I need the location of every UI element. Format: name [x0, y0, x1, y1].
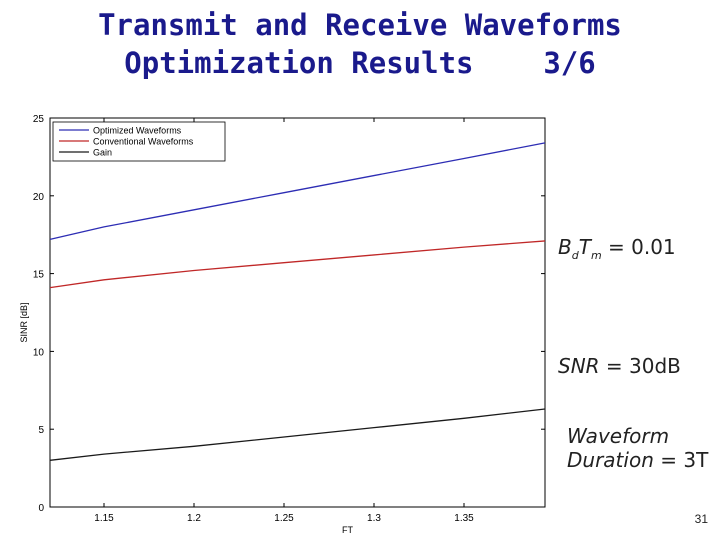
slide-title-line-2: Optimization Results 3/6 — [124, 46, 596, 80]
x-tick-label: 1.25 — [274, 513, 294, 524]
series-line-2 — [49, 240, 546, 289]
x-tick-label: 1.3 — [367, 513, 381, 524]
duration-label: Duration — [567, 448, 654, 472]
slide-title-line-1: Transmit and Receive Waveforms — [98, 8, 622, 42]
x-axis-label: FT — [342, 525, 353, 535]
sinr-line-chart: 0 5 10 15 20 25 1.15 1.2 1.25 1.3 1.35 FT SINR [dB] O… — [19, 114, 546, 535]
snr-value: = 30dB — [599, 354, 681, 378]
page-number: 31 — [694, 512, 708, 526]
param1-sub-d: d — [571, 249, 579, 262]
slide-title: Transmit and Receive Waveforms Optimizat… — [0, 6, 720, 82]
param1-sub-m: m — [590, 249, 602, 262]
x-tick-label: 1.35 — [454, 513, 474, 524]
legend-label-2: Conventional Waveforms — [93, 137, 194, 147]
param1-t: T — [578, 235, 591, 259]
y-tick-label: 5 — [38, 425, 44, 436]
legend-label-1: Optimized Waveforms — [93, 126, 182, 136]
y-tick-label: 15 — [33, 270, 45, 281]
plot-frame — [49, 117, 546, 508]
y-tick-label: 0 — [38, 503, 44, 514]
y-tick-label: 25 — [33, 114, 45, 125]
series-line-3 — [49, 408, 546, 461]
x-tick-label: 1.2 — [187, 513, 201, 524]
param1-b: B — [558, 235, 572, 259]
x-tick-label: 1.15 — [94, 513, 114, 524]
duration-annotation: Waveform Duration = 3T — [567, 424, 708, 472]
duration-value: = 3T — [653, 448, 709, 472]
param1-value: = 0.01 — [601, 235, 676, 259]
snr-annotation: SNR = 30dB — [558, 354, 681, 378]
y-tick-label: 20 — [33, 192, 45, 203]
bandwidth-time-annotation: BdTm = 0.01 — [558, 235, 676, 268]
series-line-1 — [49, 142, 546, 241]
legend-label-3: Gain — [93, 148, 112, 158]
y-tick-label: 10 — [33, 347, 45, 358]
duration-line-1: Waveform — [567, 424, 670, 448]
y-axis-label: SINR [dB] — [19, 302, 29, 342]
snr-label: SNR — [558, 354, 600, 378]
